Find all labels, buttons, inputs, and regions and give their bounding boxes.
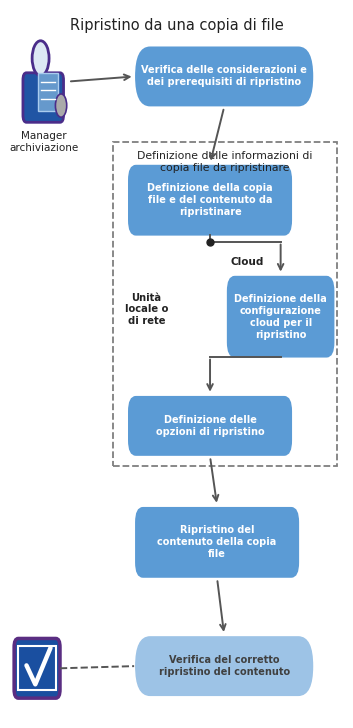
Text: Ripristino da una copia di file: Ripristino da una copia di file — [70, 18, 283, 33]
Text: Verifica delle considerazioni e
dei prerequisiti di ripristino: Verifica delle considerazioni e dei prer… — [141, 66, 307, 87]
Circle shape — [32, 41, 49, 76]
FancyBboxPatch shape — [136, 47, 312, 106]
Text: Definizione delle
opzioni di ripristino: Definizione delle opzioni di ripristino — [156, 415, 264, 437]
Text: Definizione della copia
file e del contenuto da
ripristinare: Definizione della copia file e del conte… — [147, 183, 273, 217]
FancyBboxPatch shape — [23, 73, 64, 122]
FancyBboxPatch shape — [38, 73, 58, 111]
FancyBboxPatch shape — [129, 397, 291, 455]
Text: Definizione delle informazioni di
copia file da ripristinare: Definizione delle informazioni di copia … — [137, 151, 313, 173]
FancyBboxPatch shape — [136, 637, 312, 695]
Text: Ripristino del
contenuto della copia
file: Ripristino del contenuto della copia fil… — [157, 526, 277, 559]
FancyBboxPatch shape — [228, 277, 334, 357]
Text: Cloud: Cloud — [231, 257, 264, 267]
Circle shape — [55, 94, 67, 117]
FancyBboxPatch shape — [129, 165, 291, 234]
Text: Unità
locale o
di rete: Unità locale o di rete — [125, 293, 168, 326]
FancyBboxPatch shape — [136, 508, 298, 577]
FancyBboxPatch shape — [14, 638, 60, 698]
Text: Definizione della
configurazione
cloud per il
ripristino: Definizione della configurazione cloud p… — [234, 293, 327, 340]
Text: Manager
archiviazione: Manager archiviazione — [10, 131, 79, 153]
Text: Verifica del corretto
ripristino del contenuto: Verifica del corretto ripristino del con… — [158, 655, 290, 677]
